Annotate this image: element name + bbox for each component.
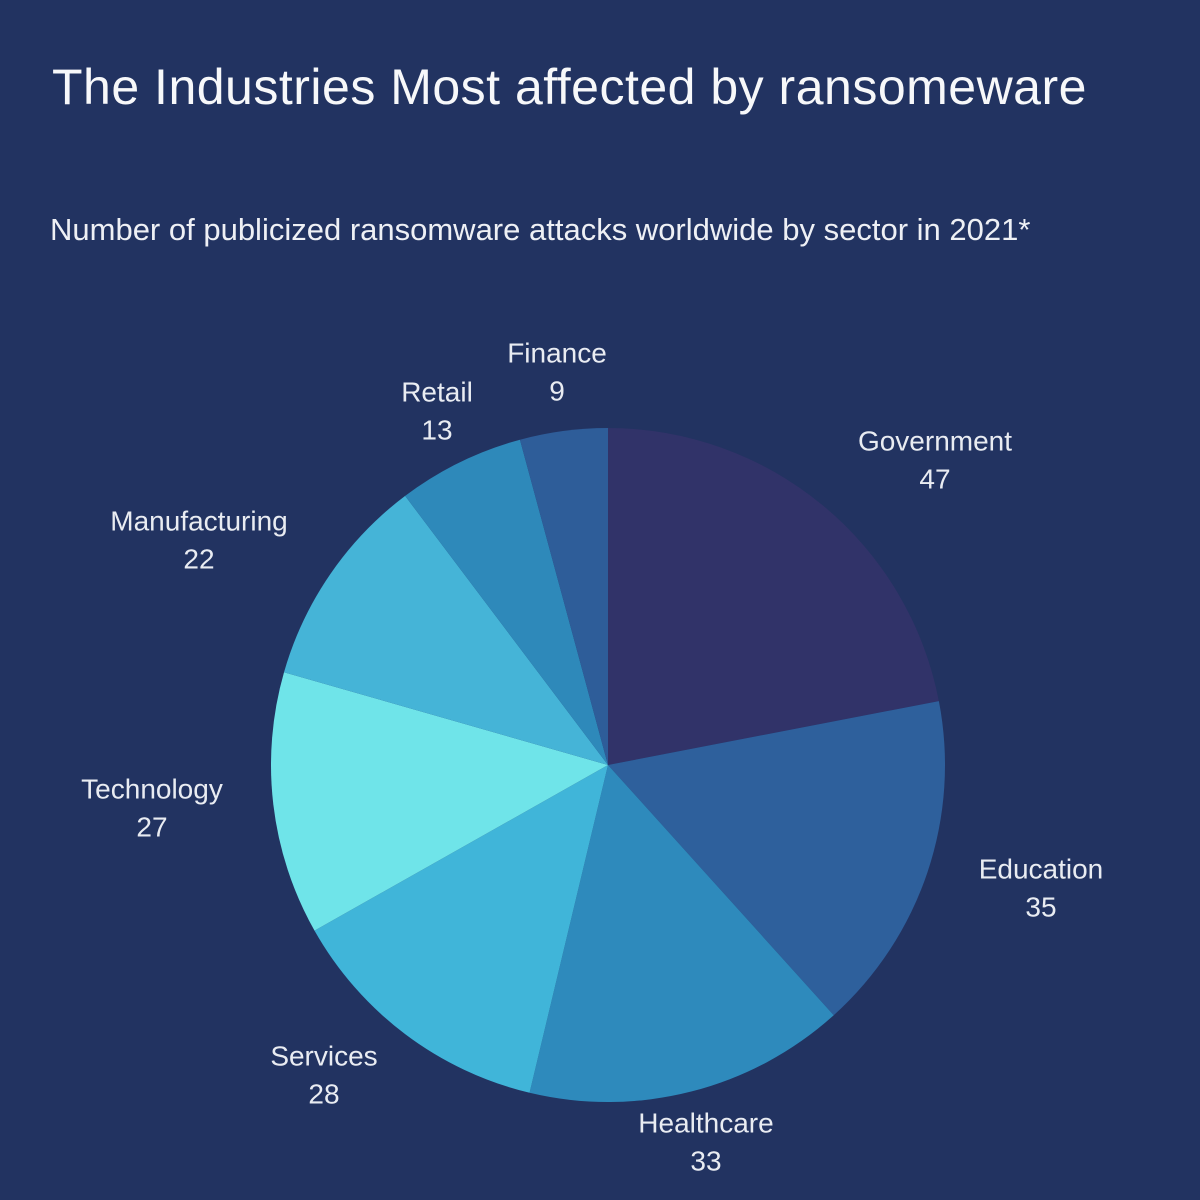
- slice-value-healthcare: 33: [690, 1146, 721, 1177]
- pie-slice-finance: [519, 428, 608, 765]
- slice-value-manufacturing: 22: [183, 544, 214, 575]
- slice-label-services: Services: [270, 1041, 377, 1072]
- slice-value-services: 28: [308, 1079, 339, 1110]
- page-subtitle: Number of publicized ransomware attacks …: [50, 212, 1031, 247]
- pie-slice-healthcare: [529, 765, 834, 1103]
- slice-label-finance: Finance: [507, 338, 607, 369]
- slice-label-government: Government: [858, 426, 1012, 457]
- pie-slice-manufacturing: [284, 495, 608, 765]
- slice-value-finance: 9: [549, 376, 565, 407]
- slice-value-education: 35: [1025, 892, 1056, 923]
- pie-slice-technology: [270, 672, 608, 931]
- page-title: The Industries Most affected by ransomew…: [52, 59, 1087, 115]
- slice-label-manufacturing: Manufacturing: [110, 506, 287, 537]
- pie-slice-retail: [405, 439, 608, 765]
- slice-value-technology: 27: [136, 812, 167, 843]
- pie-slice-government: [608, 428, 939, 765]
- slice-label-retail: Retail: [401, 377, 473, 408]
- pie-slice-services: [314, 765, 608, 1093]
- slice-label-education: Education: [979, 854, 1104, 885]
- slice-label-healthcare: Healthcare: [638, 1108, 773, 1139]
- slice-label-technology: Technology: [81, 774, 223, 805]
- slice-value-retail: 13: [421, 415, 452, 446]
- pie-slice-education: [608, 701, 945, 1016]
- slice-value-government: 47: [919, 464, 950, 495]
